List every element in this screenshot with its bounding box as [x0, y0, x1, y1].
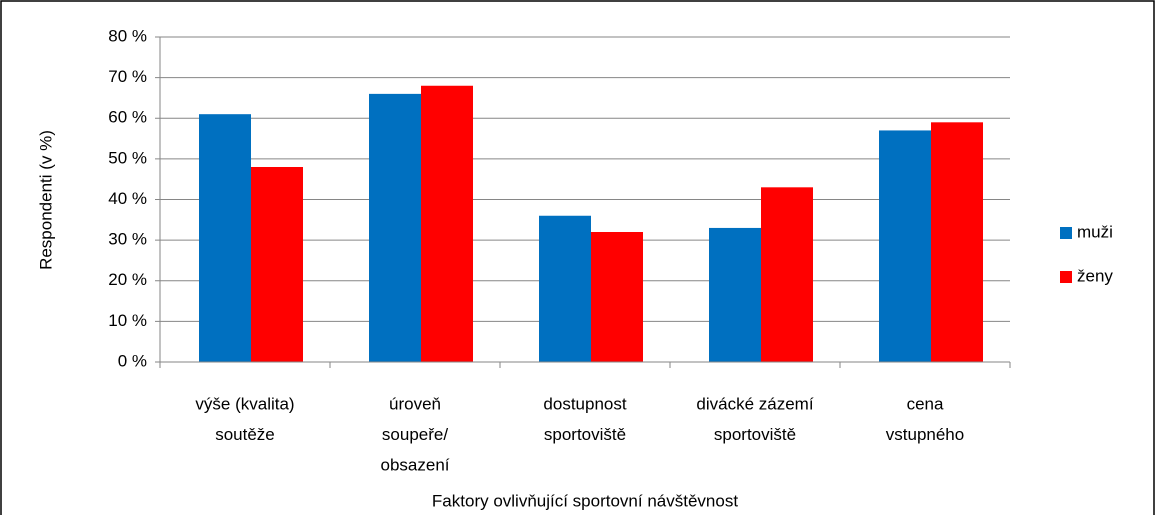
legend-label: muži	[1077, 222, 1113, 241]
bar	[931, 122, 983, 362]
bar	[251, 167, 303, 362]
legend-swatch	[1060, 271, 1072, 283]
x-tick-label: vstupného	[886, 425, 964, 444]
y-tick-label: 80 %	[108, 26, 147, 45]
y-tick-label: 10 %	[108, 311, 147, 330]
bar	[539, 215, 591, 362]
y-tick-label: 20 %	[108, 270, 147, 289]
bar	[199, 114, 251, 362]
x-tick-label: cena	[907, 394, 944, 413]
legend-swatch	[1060, 227, 1072, 239]
y-tick-label: 30 %	[108, 230, 147, 249]
x-tick-label: úroveň	[389, 394, 441, 413]
bar	[591, 232, 643, 362]
y-tick-label: 50 %	[108, 148, 147, 167]
y-axis-label: Respondenti (v %)	[36, 130, 55, 270]
y-tick-label: 60 %	[108, 108, 147, 127]
x-tick-label: výše (kvalita)	[195, 394, 294, 413]
bar	[709, 227, 761, 362]
x-tick-label: obsazení	[381, 455, 450, 474]
x-tick-label: soupeře/	[382, 425, 448, 444]
x-tick-label: soutěže	[215, 425, 275, 444]
y-tick-label: 40 %	[108, 189, 147, 208]
x-axis-label: Faktory ovlivňující sportovní návštěvnos…	[432, 491, 738, 510]
bar	[369, 93, 421, 362]
y-tick-label: 0 %	[118, 351, 147, 370]
legend-label: ženy	[1077, 266, 1113, 285]
x-tick-label: divácké zázemí	[696, 394, 813, 413]
bar	[761, 187, 813, 362]
bar	[879, 130, 931, 362]
x-tick-label: sportoviště	[544, 425, 626, 444]
y-tick-label: 70 %	[108, 67, 147, 86]
bar	[421, 85, 473, 362]
x-tick-label: sportoviště	[714, 425, 796, 444]
x-tick-label: dostupnost	[543, 394, 626, 413]
